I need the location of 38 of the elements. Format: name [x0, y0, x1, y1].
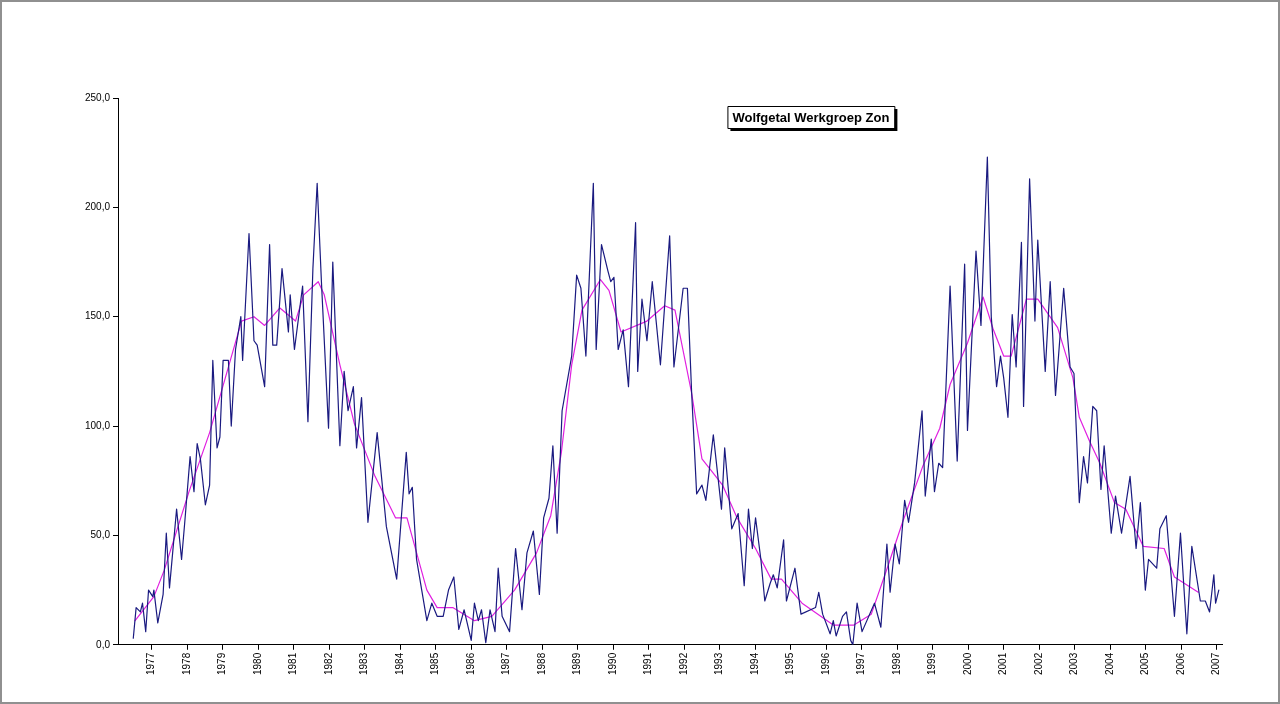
x-tick-label: 1979 [216, 652, 228, 675]
x-tick-label: 1999 [926, 652, 938, 675]
x-tick-label: 1982 [322, 652, 334, 675]
x-tick-label: 1978 [180, 652, 192, 675]
x-tick-label: 1988 [535, 652, 547, 675]
x-tick-label: 1983 [358, 652, 370, 675]
x-tick-label: 1997 [855, 652, 867, 675]
y-tick-label: 50,0 [90, 529, 111, 541]
y-tick-label: 0,0 [96, 638, 111, 650]
x-tick-label: 1995 [784, 652, 796, 675]
x-tick-label: 1987 [500, 652, 512, 675]
x-tick-label: 1984 [393, 652, 405, 675]
x-tick-label: 1996 [819, 652, 831, 675]
x-tick-label: 2007 [1210, 652, 1222, 675]
x-tick-label: 1994 [748, 652, 760, 675]
x-tick-label: 1992 [677, 652, 689, 675]
text: Wolfgetal Werkgroep Zon [732, 109, 890, 125]
x-tick-label: 1990 [606, 652, 618, 675]
x-tick-label: 1977 [145, 652, 157, 675]
y-tick-label: 200,0 [84, 201, 111, 213]
x-tick-label: 2001 [997, 652, 1009, 675]
x-tick-label: 1991 [642, 652, 654, 675]
x-tick-label: 2000 [961, 652, 973, 675]
y-tick-label: 250,0 [84, 91, 111, 103]
x-tick-label: 1981 [287, 652, 299, 675]
x-tick-label: 2006 [1174, 652, 1186, 675]
x-tick-label: 2003 [1068, 652, 1080, 675]
x-tick-label: 1986 [464, 652, 476, 675]
x-tick-label: 2005 [1139, 652, 1151, 675]
x-tick-label: 1989 [571, 652, 583, 675]
y-tick-label: 100,0 [84, 419, 111, 431]
x-tick-label: 1993 [713, 652, 725, 675]
x-tick-label: 1985 [429, 652, 441, 675]
x-tick-label: 1998 [890, 652, 902, 675]
y-tick-label: 150,0 [84, 310, 111, 322]
x-tick-label: 2002 [1032, 652, 1044, 675]
x-tick-label: 1980 [251, 652, 263, 675]
x-tick-label: 2004 [1103, 652, 1115, 675]
